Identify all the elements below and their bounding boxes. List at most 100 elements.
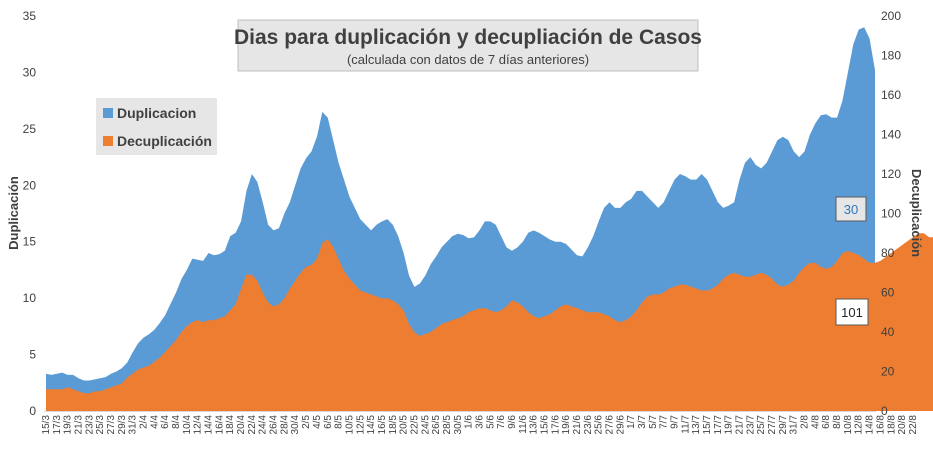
x-tick-label: 6/8 <box>821 415 832 429</box>
chart-title: Dias para duplicación y decupliación de … <box>234 26 702 49</box>
x-tick-label: 5/6 <box>485 415 496 429</box>
y-left-tick-label: 0 <box>29 404 36 418</box>
x-tick-label: 22/8 <box>908 415 919 435</box>
x-tick-label: 25/7 <box>756 415 767 435</box>
x-tick-label: 23/7 <box>745 415 756 435</box>
legend-swatch-decuplicacion <box>103 136 113 146</box>
x-tick-label: 8/5 <box>334 415 345 429</box>
x-tick-label: 18/8 <box>886 415 897 435</box>
x-tick-label: 11/6 <box>518 415 529 434</box>
x-tick-label: 18/4 <box>225 415 236 435</box>
x-tick-label: 1/6 <box>464 415 475 429</box>
x-tick-label: 27/7 <box>767 415 778 435</box>
x-tick-label: 6/4 <box>160 415 171 429</box>
x-tick-label: 9/7 <box>670 415 681 429</box>
x-tick-label: 16/5 <box>377 415 388 435</box>
x-tick-label: 4/8 <box>810 415 821 429</box>
x-tick-label: 17/7 <box>713 415 724 435</box>
x-tick-label: 20/4 <box>236 415 247 435</box>
y-axis-right: 0 20 40 60 80 100 120 140 160 180 200 <box>881 9 901 418</box>
x-tick-label: 30/5 <box>453 415 464 435</box>
x-tick-label: 31/7 <box>789 415 800 435</box>
x-tick-label: 7/6 <box>496 415 507 429</box>
y-left-tick-label: 5 <box>29 348 36 362</box>
y-left-tick-label: 30 <box>23 65 37 79</box>
y-left-tick-label: 20 <box>23 178 37 192</box>
callout-duplicacion-value: 30 <box>844 202 858 217</box>
x-tick-label: 30/4 <box>290 415 301 435</box>
x-tick-label: 25/3 <box>95 415 106 435</box>
x-tick-label: 14/8 <box>865 415 876 435</box>
title-box-background <box>237 19 699 72</box>
y-right-tick-label: 200 <box>881 9 901 23</box>
x-tick-label: 28/4 <box>279 415 290 435</box>
x-tick-label: 4/5 <box>312 415 323 429</box>
x-tick-label: 3/7 <box>637 415 648 429</box>
legend: Duplicacion Decuplicación <box>96 98 217 155</box>
x-tick-label: 1/7 <box>626 415 637 429</box>
y-axis-right-title: Decuplicación <box>909 169 924 257</box>
y-right-tick-label: 0 <box>881 404 888 418</box>
x-tick-label: 29/6 <box>615 415 626 435</box>
x-tick-label: 10/4 <box>182 415 193 435</box>
legend-label-duplicacion: Duplicacion <box>117 105 196 121</box>
x-tick-label: 17/3 <box>52 415 63 435</box>
x-tick-label: 26/4 <box>269 415 280 435</box>
x-tick-label: 24/5 <box>420 415 431 435</box>
x-tick-label: 25/6 <box>594 415 605 435</box>
x-tick-label: 31/3 <box>128 415 139 435</box>
x-tick-label: 19/3 <box>63 415 74 435</box>
x-tick-label: 20/5 <box>399 415 410 435</box>
x-tick-label: 10/5 <box>344 415 355 435</box>
x-tick-label: 3/6 <box>475 415 486 429</box>
y-right-tick-label: 100 <box>881 207 901 221</box>
x-tick-label: 7/7 <box>659 415 670 429</box>
chart-subtitle: (calculada con datos de 7 días anteriore… <box>347 52 589 67</box>
x-tick-label: 19/6 <box>561 415 572 435</box>
x-tick-label: 16/4 <box>214 415 225 435</box>
y-right-tick-label: 140 <box>881 128 901 142</box>
y-right-tick-label: 120 <box>881 167 901 181</box>
x-tick-label: 12/8 <box>854 415 865 435</box>
x-tick-label: 2/5 <box>301 415 312 429</box>
x-tick-label: 8/8 <box>832 415 843 429</box>
x-tick-label: 29/7 <box>778 415 789 435</box>
x-tick-label: 12/5 <box>355 415 366 435</box>
x-tick-label: 14/5 <box>366 415 377 435</box>
y-right-tick-label: 160 <box>881 88 901 102</box>
y-axis-left-title: Duplicación <box>6 176 21 250</box>
y-right-tick-label: 60 <box>881 286 895 300</box>
y-left-tick-label: 25 <box>23 122 37 136</box>
x-tick-label: 15/3 <box>41 415 52 435</box>
x-tick-label: 17/6 <box>550 415 561 435</box>
x-tick-label: 24/4 <box>258 415 269 435</box>
x-tick-label: 14/4 <box>204 415 215 435</box>
x-tick-label: 6/5 <box>323 415 334 429</box>
x-tick-label: 22/4 <box>247 415 258 435</box>
callout-decuplicacion-box <box>835 298 869 326</box>
x-tick-label: 21/7 <box>735 415 746 435</box>
x-tick-label: 16/8 <box>875 415 886 435</box>
x-tick-label: 4/4 <box>149 415 160 429</box>
x-tick-label: 18/5 <box>388 415 399 435</box>
x-tick-label: 26/5 <box>431 415 442 435</box>
x-tick-label: 13/6 <box>529 415 540 435</box>
y-left-tick-label: 10 <box>23 291 37 305</box>
y-right-tick-label: 180 <box>881 49 901 63</box>
y-left-tick-label: 35 <box>23 9 37 23</box>
x-tick-label: 13/7 <box>691 415 702 435</box>
x-tick-label: 10/8 <box>843 415 854 435</box>
x-tick-label: 23/3 <box>84 415 95 435</box>
x-tick-label: 20/8 <box>897 415 908 435</box>
series-areas <box>46 27 933 411</box>
title-box: Dias para duplicación y decupliación de … <box>234 19 702 72</box>
y-right-tick-label: 20 <box>881 365 895 379</box>
area-series-decuplicacion <box>46 233 933 411</box>
y-right-tick-label: 80 <box>881 246 895 260</box>
x-tick-label: 19/7 <box>724 415 735 435</box>
legend-label-decuplicacion: Decuplicación <box>117 133 212 149</box>
legend-swatch-duplicacion <box>103 108 113 118</box>
callout-decuplicacion: 101 <box>835 298 869 326</box>
x-tick-label: 27/6 <box>605 415 616 435</box>
x-tick-label: 22/5 <box>409 415 420 435</box>
